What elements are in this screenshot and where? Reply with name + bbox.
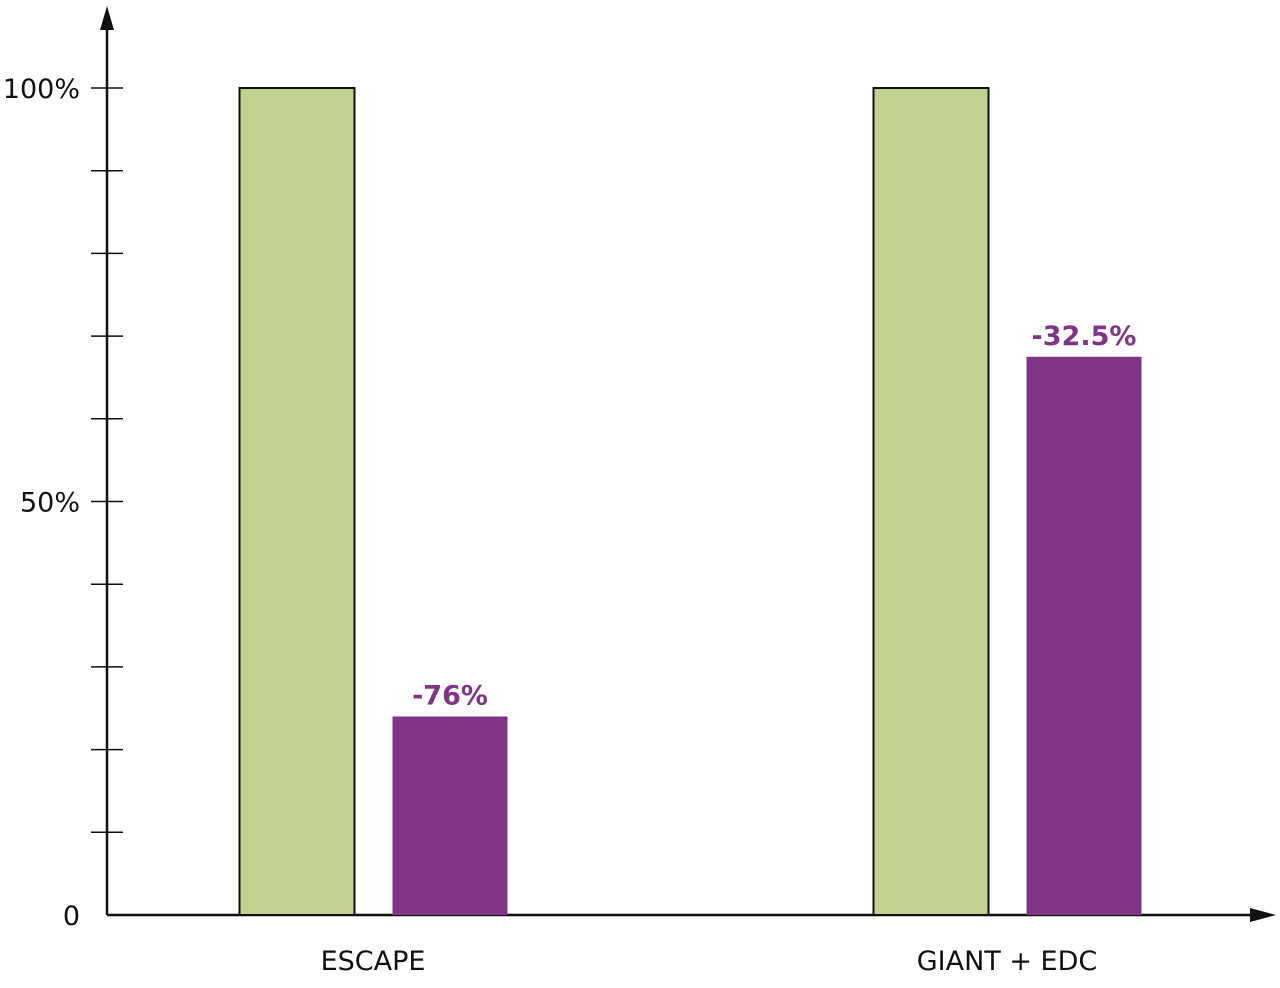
x-axis-arrow-icon [1250,908,1276,922]
y-tick-label: 0 [63,901,80,932]
data-label: -32.5% [1032,321,1137,352]
y-tick-label: 100% [3,74,80,105]
baseline-bar [238,87,356,916]
reduced-bar [392,716,508,915]
y-tick-label: 50% [20,488,80,519]
category-label: GIANT + EDC [917,946,1098,977]
bars [238,87,1142,916]
category-label: ESCAPE [321,946,426,977]
labels: 0 50% 100% -76% ESCAPE -32.5% GIANT + EDC [3,74,1137,977]
y-axis-arrow-icon [100,6,114,30]
data-label: -76% [412,681,488,712]
baseline-bar [872,87,990,916]
reduced-bar [1026,356,1142,915]
